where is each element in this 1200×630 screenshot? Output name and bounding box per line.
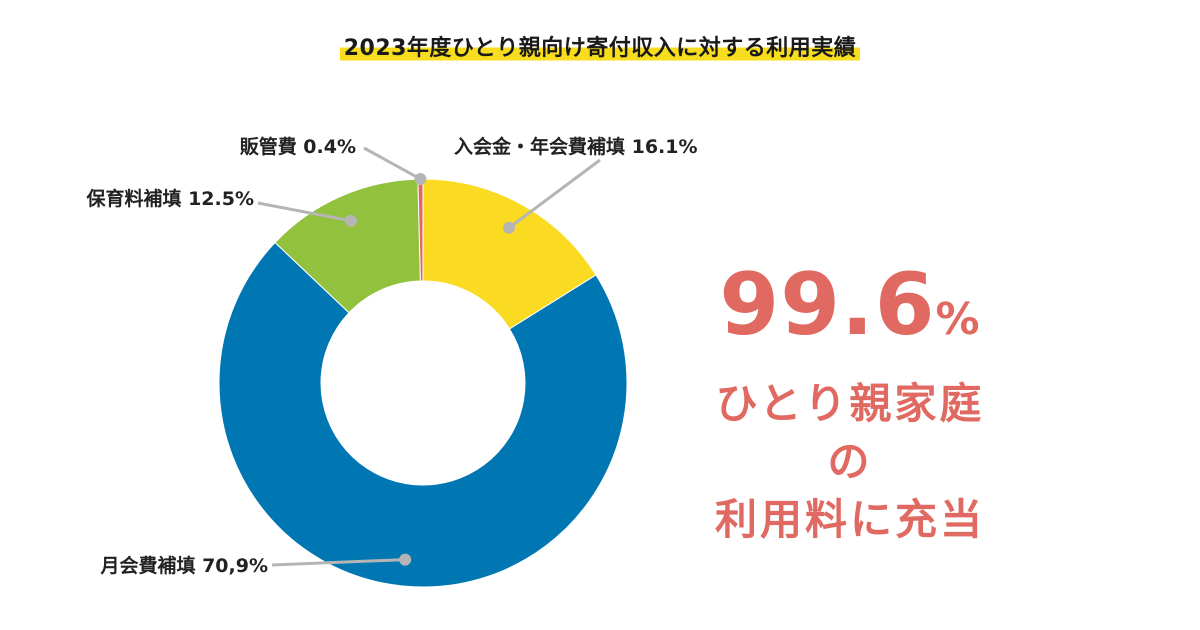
slice-label-0: 入会金・年会費補填 16.1% bbox=[454, 135, 698, 158]
leader-dot-2 bbox=[344, 214, 357, 227]
slice-label-3: 販管費 0.4% bbox=[240, 135, 356, 158]
callout-line-1: ひとり親家庭の bbox=[715, 379, 985, 486]
leader-line-1 bbox=[271, 558, 406, 567]
callout-value: 99.6 bbox=[719, 255, 936, 355]
slice-label-2: 保育料補填 12.5% bbox=[85, 187, 254, 210]
leader-line-3 bbox=[363, 146, 422, 181]
leader-lines-group bbox=[257, 146, 601, 567]
chart-title: 2023年度ひとり親向け寄付収入に対する利用実績 bbox=[339, 28, 861, 62]
leader-dot-0 bbox=[503, 221, 516, 234]
callout-unit: % bbox=[935, 294, 981, 345]
slices-group bbox=[218, 178, 628, 588]
slice-0 bbox=[422, 178, 597, 330]
labels-group: 入会金・年会費補填 16.1% 月会費補填 70,9% 保育料補填 12.5% 販管費… bbox=[85, 135, 697, 577]
leader-dot-1 bbox=[399, 553, 412, 566]
leader-line-2 bbox=[257, 201, 352, 223]
slice-label-1: 月会費補填 70,9% bbox=[99, 554, 268, 577]
slice-1 bbox=[218, 241, 628, 588]
leader-line-0 bbox=[508, 158, 601, 229]
callout-line-2: 利用料に充当 bbox=[714, 495, 985, 544]
leader-dot-3 bbox=[414, 173, 427, 186]
callout-percentage: 99.6% bbox=[700, 250, 1000, 375]
title-wrap: 2023年度ひとり親向け寄付収入に対する利用実績 bbox=[0, 28, 1200, 62]
callout: 99.6% ひとり親家庭の 利用料に充当 bbox=[700, 250, 1000, 549]
